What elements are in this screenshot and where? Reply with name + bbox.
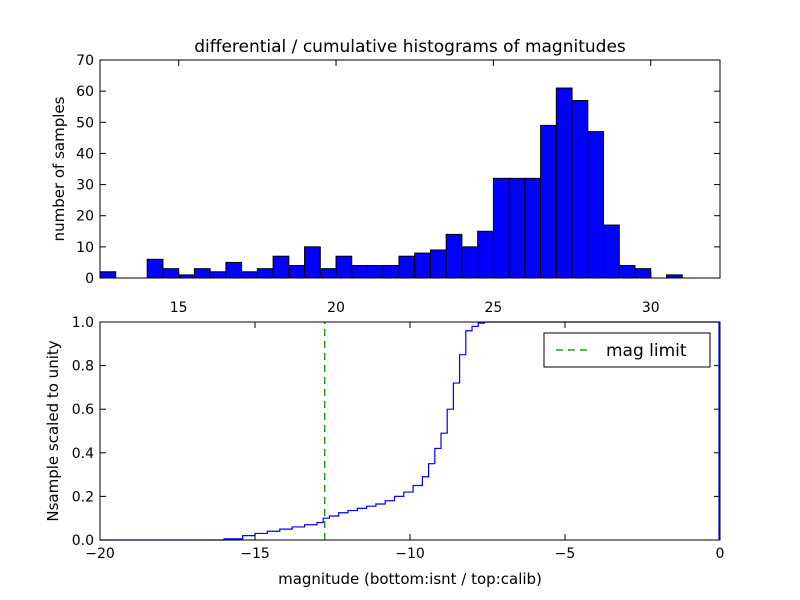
legend: mag limit — [543, 332, 711, 368]
histogram-bar — [367, 265, 384, 279]
x-tick-label: 15 — [170, 300, 188, 316]
histogram-bar — [382, 265, 400, 279]
y-tick-label: 0.2 — [72, 489, 94, 505]
histogram-bar — [571, 99, 589, 279]
bottom-y-axis-label: Nsample scaled to unity — [44, 340, 62, 521]
x-tick-label: 30 — [642, 300, 660, 316]
histogram-bars — [99, 87, 683, 279]
top-y-axis-label: number of samples — [50, 96, 68, 241]
histogram-bar — [414, 252, 431, 279]
histogram-bar — [256, 268, 274, 279]
histogram-bar — [335, 255, 353, 279]
top-axes-frame — [99, 59, 721, 279]
x-tick-label: −10 — [395, 546, 425, 562]
y-tick-label: 0.6 — [72, 402, 94, 418]
x-tick-label: 0 — [716, 546, 725, 562]
histogram-bar — [524, 177, 542, 279]
bottom-x-axis-label: magnitude (bottom:isnt / top:calib) — [278, 570, 542, 588]
y-tick-label: 50 — [76, 115, 94, 131]
histogram-bar — [225, 261, 243, 279]
histogram-bar — [603, 224, 620, 279]
top-x-ticks: 15 20 25 30 — [170, 60, 660, 316]
y-tick-label: 0.8 — [72, 359, 94, 375]
y-tick-label: 40 — [76, 146, 94, 162]
x-tick-label: 25 — [484, 300, 502, 316]
y-tick-label: 10 — [76, 240, 94, 256]
histogram-bar — [162, 268, 180, 279]
histogram-bar — [319, 268, 337, 279]
histogram-bar — [99, 271, 117, 279]
histogram-bar — [587, 131, 605, 279]
x-tick-label: −20 — [85, 546, 115, 562]
histogram-bar — [540, 124, 557, 279]
histogram-bar — [429, 249, 447, 279]
x-tick-label: −5 — [555, 546, 576, 562]
histogram-bar — [146, 258, 164, 279]
histogram-bar — [445, 233, 463, 279]
top-histogram-panel: 0 10 20 30 40 50 60 70 15 20 25 30 number of sampl… — [50, 53, 721, 316]
histogram-bar — [508, 177, 526, 279]
histogram-bar — [398, 255, 416, 279]
y-tick-label: 20 — [76, 209, 94, 225]
histogram-bar — [209, 271, 227, 279]
figure-title: differential / cumulative histograms of … — [194, 37, 626, 57]
x-tick-label: −15 — [240, 546, 270, 562]
y-tick-label: 1.0 — [72, 315, 94, 331]
cumulative-curve — [100, 321, 720, 541]
y-tick-label: 0 — [85, 271, 94, 287]
histogram-bar — [492, 177, 510, 279]
x-tick-label: 20 — [327, 300, 345, 316]
y-tick-label: 0.4 — [72, 446, 94, 462]
histogram-bar — [461, 246, 479, 279]
bottom-y-ticks: 0.0 0.2 0.4 0.6 0.8 1.0 — [72, 315, 720, 549]
legend-mag-limit-label: mag limit — [606, 341, 687, 361]
histogram-bar — [351, 265, 369, 279]
histogram-bar — [634, 268, 652, 279]
y-tick-label: 30 — [76, 178, 94, 194]
histogram-bar — [618, 265, 636, 279]
histogram-bar — [477, 230, 494, 279]
bottom-cumulative-panel: 0.0 0.2 0.4 0.6 0.8 1.0 −20 −15 −10 −5 0 magnitud… — [44, 315, 724, 588]
histogram-bar — [555, 87, 573, 279]
histogram-bar — [288, 265, 306, 279]
histogram-bar — [304, 246, 321, 279]
y-tick-label: 70 — [76, 53, 94, 69]
y-tick-label: 60 — [76, 84, 94, 100]
bottom-x-ticks: −20 −15 −10 −5 0 — [85, 322, 724, 562]
histogram-bar — [241, 271, 258, 279]
histogram-bar — [193, 268, 211, 279]
y-tick-label: 0.0 — [72, 533, 94, 549]
top-y-ticks: 0 10 20 30 40 50 60 70 — [76, 53, 720, 287]
histogram-bar — [272, 255, 290, 279]
